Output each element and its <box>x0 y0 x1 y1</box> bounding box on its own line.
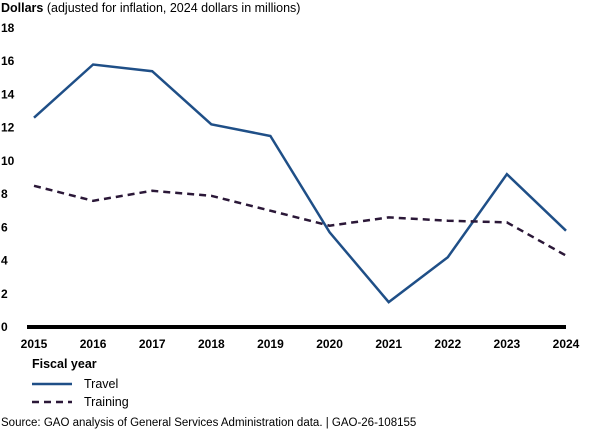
x-tick-label: 2017 <box>139 337 166 351</box>
legend-item-travel: Travel <box>32 375 129 393</box>
line-chart: 0 2 4 6 8 10 12 14 16 18 2015 2016 2017 2018 2019 2020 2… <box>1 21 580 351</box>
title-rest: (adjusted for inflation, 2024 dollars in… <box>43 1 301 15</box>
x-tick-label: 2016 <box>80 337 107 351</box>
y-tick-label: 10 <box>1 154 15 168</box>
x-tick-label: 2023 <box>494 337 521 351</box>
x-tick-label: 2020 <box>316 337 343 351</box>
legend-swatch-training <box>32 400 72 404</box>
legend-title: Fiscal year <box>32 357 97 371</box>
legend: Fiscal year Travel Training <box>32 357 129 411</box>
legend-item-training: Training <box>32 393 129 411</box>
y-tick-label: 2 <box>1 287 8 301</box>
y-tick-label: 6 <box>1 220 8 234</box>
y-tick-label: 8 <box>1 187 8 201</box>
x-tick-label: 2015 <box>21 337 48 351</box>
series-line-travel <box>33 63 567 304</box>
x-tick-label: 2018 <box>198 337 225 351</box>
x-tick-label: 2019 <box>257 337 284 351</box>
y-tick-label: 0 <box>1 320 8 334</box>
x-tick-label: 2024 <box>553 337 580 351</box>
x-tick-label: 2022 <box>434 337 461 351</box>
y-tick-label: 12 <box>1 121 15 135</box>
chart-title: Dollars (adjusted for inflation, 2024 do… <box>1 1 300 15</box>
legend-swatch-travel <box>32 382 72 386</box>
title-bold: Dollars <box>1 1 44 15</box>
y-tick-label: 4 <box>1 254 8 268</box>
x-tick-label: 2021 <box>375 337 402 351</box>
source-note: Source: GAO analysis of General Services… <box>1 417 417 429</box>
y-tick-label: 18 <box>1 21 15 35</box>
legend-label-training: Training <box>84 395 129 409</box>
legend-label-travel: Travel <box>84 377 119 391</box>
y-tick-label: 14 <box>1 87 15 101</box>
series-line-training <box>33 184 567 257</box>
y-tick-label: 16 <box>1 54 15 68</box>
